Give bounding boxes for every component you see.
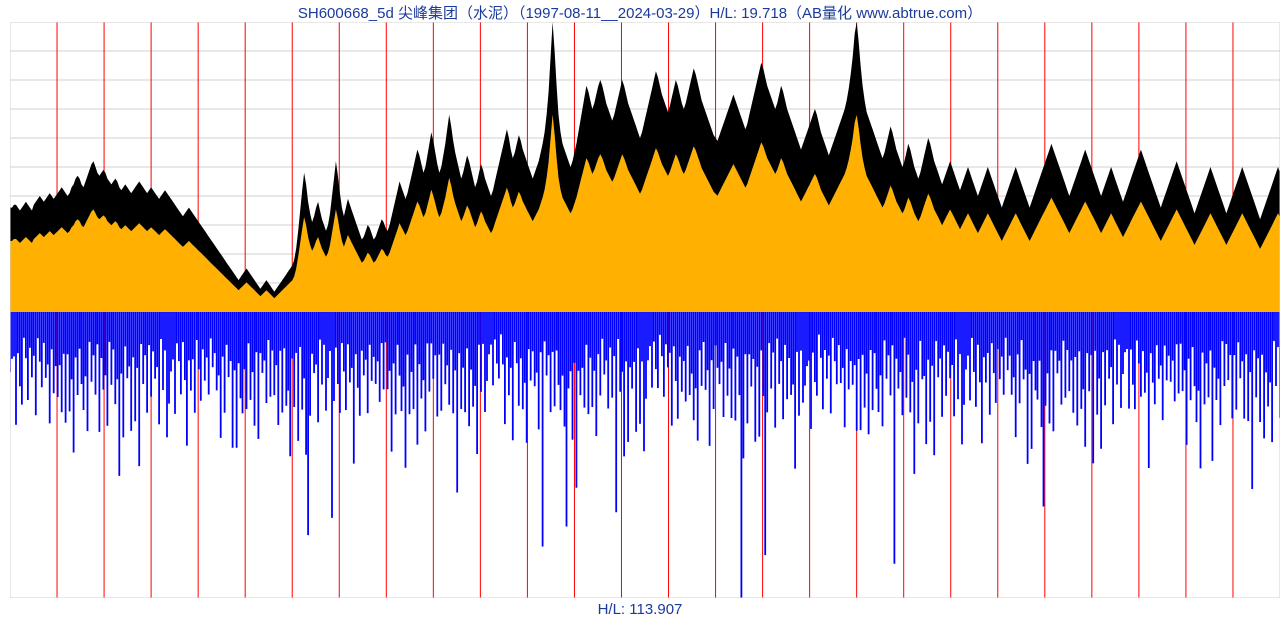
price-volume-chart [10,22,1280,598]
chart-bottom-label: H/L: 113.907 [0,601,1280,618]
chart-title: SH600668_5d 尖峰集团（水泥）（1997-08-11__2024-03… [0,2,1280,23]
chart-container [10,22,1280,598]
